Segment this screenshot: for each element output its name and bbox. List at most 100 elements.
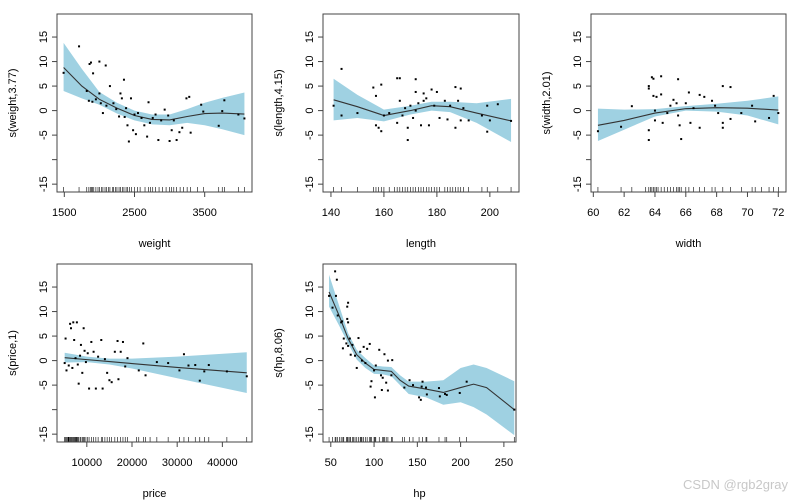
- x-axis-label: width: [675, 238, 702, 250]
- residual-point: [79, 343, 82, 346]
- residual-point: [334, 294, 337, 297]
- residual-point: [243, 117, 246, 120]
- residual-point: [340, 114, 343, 117]
- residual-point: [188, 95, 191, 98]
- residual-point: [372, 86, 375, 89]
- residual-point: [496, 103, 499, 106]
- residual-point: [698, 93, 701, 96]
- fitted-curve: [328, 291, 515, 411]
- residual-point: [237, 113, 240, 116]
- residual-point: [348, 337, 351, 340]
- residual-point: [754, 120, 757, 123]
- panel-price: 10000 20000 30000 40000 15 10 5 0 -5 -15 price s(pr…: [7, 263, 253, 500]
- residual-point: [167, 362, 170, 365]
- x-tick-label: 200: [481, 207, 499, 219]
- residual-point: [101, 387, 104, 390]
- residual-point: [373, 396, 376, 399]
- residual-point: [74, 357, 77, 360]
- residual-point: [403, 386, 406, 389]
- residual-point: [419, 398, 422, 401]
- x-tick-label: 50: [325, 457, 337, 469]
- residual-point: [446, 118, 449, 121]
- residual-point: [334, 270, 337, 273]
- y-tick-label: 0: [572, 108, 584, 114]
- y-tick-label: 5: [38, 333, 50, 339]
- fitted-curve: [63, 67, 245, 121]
- residual-point: [345, 342, 348, 345]
- residual-point: [414, 78, 417, 81]
- residual-point: [87, 99, 90, 102]
- y-tick-label: 10: [304, 55, 316, 67]
- residual-point: [172, 119, 175, 122]
- residual-point: [510, 119, 513, 122]
- residual-point: [124, 365, 127, 368]
- residual-point: [364, 362, 367, 365]
- residual-point: [391, 359, 394, 362]
- residual-point: [67, 364, 70, 367]
- residual-point: [168, 140, 171, 143]
- residual-point: [666, 112, 669, 115]
- y-tick-label: 15: [38, 281, 50, 293]
- residual-point: [418, 396, 421, 399]
- residual-point: [99, 102, 102, 105]
- x-axis-label: hp: [413, 488, 425, 500]
- residual-point: [137, 112, 140, 115]
- x-tick-label: 68: [711, 207, 723, 219]
- y-tick-label: -5: [304, 380, 316, 390]
- residual-point: [336, 314, 339, 317]
- residual-point: [178, 369, 181, 372]
- residual-point: [342, 337, 345, 340]
- residual-point: [406, 139, 409, 142]
- x-tick-label: 72: [772, 207, 784, 219]
- residual-point: [62, 71, 65, 74]
- residual-point: [655, 95, 658, 98]
- x-tick-label: 10000: [72, 457, 103, 469]
- residual-point: [620, 125, 623, 128]
- residual-point: [202, 110, 205, 113]
- residual-point: [151, 116, 154, 119]
- residual-point: [647, 139, 650, 142]
- residual-point: [687, 91, 690, 94]
- residual-point: [486, 104, 489, 107]
- residual-point: [777, 112, 780, 115]
- residual-point: [76, 363, 79, 366]
- fitted-curve: [64, 357, 247, 374]
- residual-point: [459, 119, 462, 122]
- plot-frame: [56, 13, 253, 193]
- residual-point: [438, 116, 441, 119]
- residual-point: [458, 391, 461, 394]
- residual-point: [675, 102, 678, 105]
- residual-point: [117, 378, 120, 381]
- residual-point: [88, 387, 91, 390]
- residual-point: [454, 126, 457, 129]
- residual-point: [351, 343, 354, 346]
- y-tick-label: -5: [38, 130, 50, 140]
- residual-point: [225, 370, 228, 373]
- residual-point: [729, 117, 732, 120]
- residual-point: [729, 86, 732, 89]
- y-axis-label: s(weight,3.77): [7, 68, 19, 137]
- residual-point: [347, 344, 350, 347]
- x-tick-label: 140: [322, 207, 340, 219]
- residual-point: [122, 78, 125, 81]
- residual-point: [221, 110, 224, 113]
- panel-length: 140 160 180 200 15 10 5 0 -5 -15 length s(length,4.…: [273, 13, 520, 250]
- y-tick-label: 0: [38, 108, 50, 114]
- residual-point: [647, 85, 650, 88]
- residual-point: [167, 114, 170, 117]
- confidence-band: [63, 42, 245, 136]
- residual-point: [118, 115, 121, 118]
- residual-point: [354, 354, 357, 357]
- residual-point: [97, 355, 100, 358]
- residual-point: [65, 369, 68, 372]
- x-tick-label: 30000: [162, 457, 193, 469]
- residual-point: [386, 359, 389, 362]
- residual-point: [412, 384, 415, 387]
- residual-point: [717, 112, 720, 115]
- residual-point: [677, 114, 680, 117]
- residual-point: [398, 77, 401, 80]
- x-tick-label: 62: [618, 207, 630, 219]
- residual-point: [438, 395, 441, 398]
- residual-point: [178, 131, 181, 134]
- residual-point: [335, 278, 338, 281]
